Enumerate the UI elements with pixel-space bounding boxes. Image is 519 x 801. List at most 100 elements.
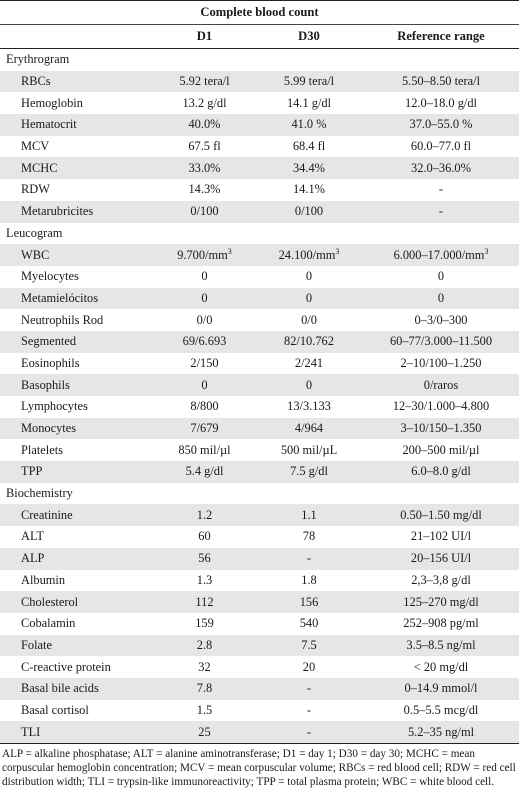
row-value-reference: 60–77/3.000–11.500	[363, 334, 519, 349]
row-label-text: Metarubricites	[21, 204, 94, 219]
table-row: Cobalamin 159 540 252–908 pg/ml	[0, 613, 519, 635]
row-value-d1: 7.8	[154, 681, 255, 696]
row-value-d30: 13/3.133	[255, 399, 363, 414]
row-value-reference: 60.0–77.0 fl	[363, 139, 519, 154]
table-row: Segmented 69/6.693 82/10.762 60–77/3.000–11…	[0, 330, 519, 353]
row-value-d1: 0	[154, 291, 255, 306]
section-label: Biochemistry	[6, 486, 73, 501]
row-label: Eosinophils	[0, 356, 154, 371]
row-label: Basal cortisol	[0, 703, 154, 718]
row-value-d30: 41.0 %	[255, 117, 363, 132]
row-value-d1: 159	[154, 616, 255, 631]
row-value-d30-text: 41.0 %	[291, 117, 327, 132]
row-value-d1-text: 0	[201, 290, 208, 305]
row-value-reference-text: -	[438, 204, 444, 219]
row-value-reference-text: 6.0–8.0 g/dl	[411, 464, 471, 479]
row-value-reference-text: < 20 mg/dl	[413, 659, 469, 674]
table-row: Neutrophils Rod 0/0 0/0 0–3/0–300	[0, 309, 519, 331]
row-label-text: Segmented	[21, 334, 77, 349]
row-value-d1-text: 40.0%	[188, 117, 221, 132]
table-row: RDW 14.3% 14.1% -	[0, 179, 519, 201]
row-value-d1-superscript: 3	[227, 246, 232, 256]
row-value-d1-text: 5.4 g/dl	[185, 464, 224, 479]
row-value-d1-text: 1.2	[196, 507, 213, 522]
row-value-reference-text: 60–77/3.000–11.500	[389, 334, 493, 349]
row-value-reference: 2–10/100–1.250	[363, 356, 519, 371]
row-label-text: C-reactive protein	[21, 659, 111, 674]
row-label-text: Platelets	[21, 442, 63, 457]
table-row: Myelocytes 0 0 0	[0, 266, 519, 288]
row-label-text: ALT	[21, 529, 44, 544]
row-value-d1-text: 33.0%	[188, 160, 221, 175]
table-row: Cholesterol 112 156 125–270 mg/dl	[0, 591, 519, 613]
row-value-d30-text: 7.5 g/dl	[290, 464, 328, 479]
row-label: MCV	[0, 139, 154, 154]
row-value-reference-text: 0.50–1.50 mg/dl	[400, 507, 482, 522]
section-header: Biochemistry	[0, 483, 519, 505]
table-row: C-reactive protein 32 20 < 20 mg/dl	[0, 656, 519, 678]
row-value-reference: 2,3–3,8 g/dl	[363, 573, 519, 588]
table-row: Basal bile acids 7.8 - 0–14.9 mmol/l	[0, 677, 519, 700]
row-label: ALP	[0, 551, 154, 566]
row-value-d1-text: 112	[195, 594, 214, 609]
table-row: Hemoglobin 13.2 g/dl 14.1 g/dl 12.0–18.0 g/…	[0, 92, 519, 114]
row-value-d1-text: 0	[201, 269, 208, 284]
table-row: Basal cortisol 1.5 - 0.5–5.5 mcg/dl	[0, 700, 519, 722]
row-value-d1-text: 14.3%	[188, 182, 221, 197]
row-label-text: Eosinophils	[21, 355, 80, 370]
row-label-text: Cobalamin	[21, 616, 76, 631]
row-value-d1: 1.5	[154, 703, 255, 718]
column-header-reference: Reference range	[397, 29, 485, 43]
row-label-text: Creatinine	[21, 507, 73, 522]
row-label-text: Basophils	[21, 377, 70, 392]
row-value-reference-text: 3.5–8.5 ng/ml	[406, 637, 476, 652]
row-value-d1-text: 25	[198, 724, 211, 739]
row-value-d30: 82/10.762	[255, 334, 363, 349]
row-value-d30: 156	[255, 595, 363, 610]
row-value-reference-text: -	[438, 182, 444, 197]
row-value-reference: -	[363, 204, 519, 219]
row-label: Lymphocytes	[0, 399, 154, 414]
row-value-d30: 0	[255, 291, 363, 306]
row-label: Creatinine	[0, 508, 154, 523]
row-value-reference-text: 125–270 mg/dl	[403, 594, 479, 609]
row-value-reference: 0.50–1.50 mg/dl	[363, 508, 519, 523]
row-value-d30: -	[255, 725, 363, 740]
row-value-d30: -	[255, 681, 363, 696]
row-label: C-reactive protein	[0, 660, 154, 675]
row-value-d30: 1.8	[255, 573, 363, 588]
table-row: Albumin 1.3 1.8 2,3–3,8 g/dl	[0, 570, 519, 592]
row-value-d30-text: 68.4 fl	[292, 139, 326, 154]
table-row: Metamielócitos 0 0 0	[0, 287, 519, 310]
row-label: TLI	[0, 725, 154, 740]
row-value-d1: 8/800	[154, 399, 255, 414]
row-value-d1: 25	[154, 725, 255, 740]
row-value-d30-text: 20	[302, 659, 316, 674]
row-value-reference-text: 3–10/150–1.350	[400, 421, 482, 436]
row-value-d1: 850 mil/µl	[154, 443, 255, 458]
row-value-d1: 56	[154, 551, 255, 566]
row-value-d1-text: 32	[198, 659, 211, 674]
row-value-reference: 32.0–36.0%	[363, 161, 519, 176]
row-value-d30-text: 4/964	[294, 421, 324, 436]
row-value-reference-text: 12–30/1.000–4.800	[392, 399, 490, 414]
row-value-d30: -	[255, 551, 363, 566]
row-value-d30-text: 500 mil/µL	[280, 442, 338, 457]
row-value-d1: 1.3	[154, 573, 255, 588]
row-value-reference: 37.0–55.0 %	[363, 117, 519, 132]
row-value-d1: 0	[154, 269, 255, 284]
row-value-d1-text: 7/679	[190, 421, 219, 436]
row-value-d30-text: 78	[302, 529, 316, 544]
table-row: Hematocrit 40.0% 41.0 % 37.0–55.0 %	[0, 114, 519, 136]
row-value-d30-text: 7.5	[301, 637, 317, 652]
row-value-reference-text: 200–500 mil/µl	[402, 442, 480, 457]
row-value-d30: 34.4%	[255, 161, 363, 176]
row-value-d30-text: 82/10.762	[284, 334, 334, 349]
row-value-d30-text: 0	[305, 377, 313, 392]
row-label-text: Myelocytes	[21, 269, 79, 284]
table-row: ALT 60 78 21–102 UI/l	[0, 526, 519, 548]
row-label-text: Neutrophils Rod	[21, 312, 104, 327]
row-value-reference: 252–908 pg/ml	[363, 616, 519, 631]
row-value-d30-text: 1.8	[301, 572, 317, 587]
row-value-reference: 3–10/150–1.350	[363, 421, 519, 436]
